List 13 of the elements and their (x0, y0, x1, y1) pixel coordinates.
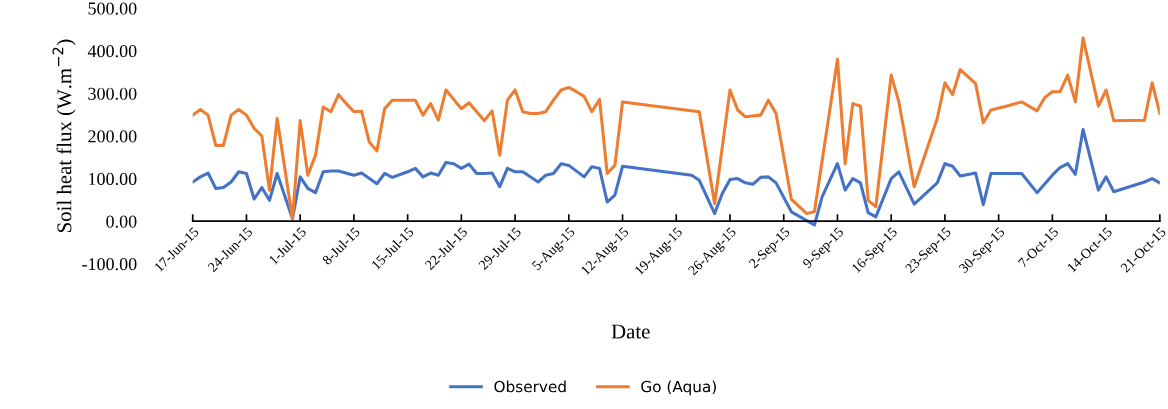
line-series (192, 36, 1160, 221)
y-tick-label: 0.00 (106, 215, 137, 228)
line-series (192, 128, 1160, 227)
y-tick-label: 300.00 (88, 87, 137, 100)
y-tick-label: 200.00 (88, 130, 137, 143)
y-tick-label: 100.00 (89, 172, 137, 186)
y-tick-label: -100.00 (82, 258, 137, 271)
legend-label: Observed (494, 380, 566, 393)
x-axis-title: Date (611, 324, 650, 339)
y-axis-title: Soil heat flux (W.m$^{−2}$) (52, 39, 76, 232)
y-tick-label: 400.00 (87, 45, 137, 58)
legend-label: Go (Aqua) (641, 380, 716, 396)
y-tick-label: 500.00 (88, 2, 137, 15)
